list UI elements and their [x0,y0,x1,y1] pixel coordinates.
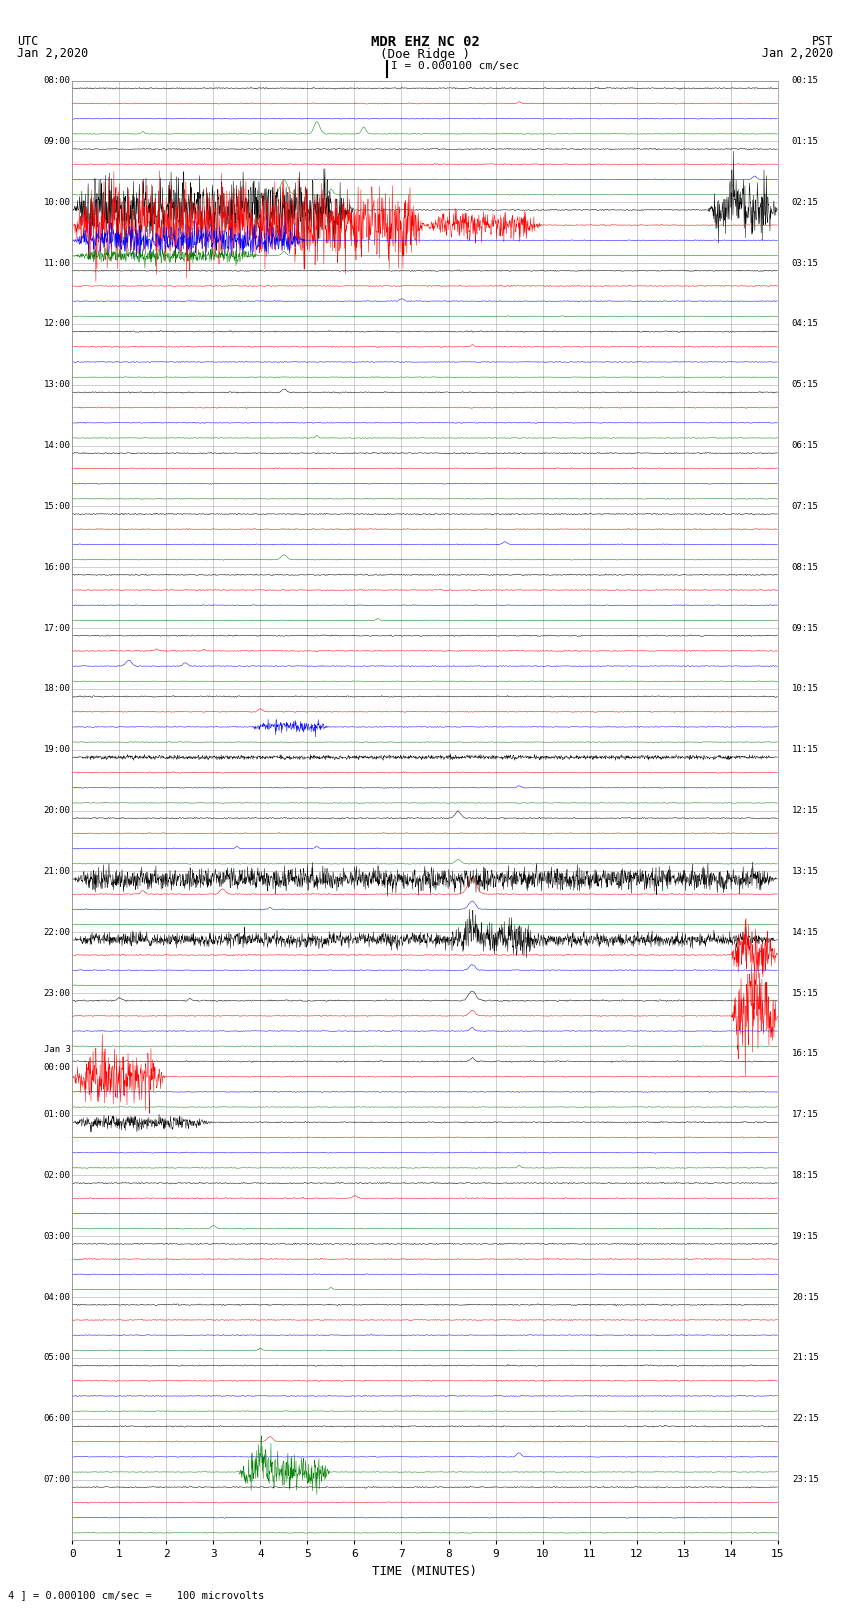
X-axis label: TIME (MINUTES): TIME (MINUTES) [372,1565,478,1578]
Text: 11:00: 11:00 [44,258,71,268]
Text: 07:00: 07:00 [44,1476,71,1484]
Text: Jan 3: Jan 3 [44,1045,71,1053]
Text: 01:15: 01:15 [792,137,819,145]
Text: 11:15: 11:15 [792,745,819,755]
Text: PST: PST [812,35,833,48]
Text: 19:00: 19:00 [44,745,71,755]
Text: 21:00: 21:00 [44,866,71,876]
Text: 14:15: 14:15 [792,927,819,937]
Text: 05:15: 05:15 [792,381,819,389]
Text: 23:00: 23:00 [44,989,71,997]
Text: (Doe Ridge ): (Doe Ridge ) [380,48,470,61]
Text: 05:00: 05:00 [44,1353,71,1363]
Text: 14:00: 14:00 [44,440,71,450]
Text: Jan 2,2020: Jan 2,2020 [17,47,88,60]
Text: 15:15: 15:15 [792,989,819,997]
Text: 13:00: 13:00 [44,381,71,389]
Text: 02:15: 02:15 [792,198,819,206]
Text: MDR EHZ NC 02: MDR EHZ NC 02 [371,35,479,50]
Text: 09:15: 09:15 [792,624,819,632]
Text: 18:00: 18:00 [44,684,71,694]
Text: 04:00: 04:00 [44,1292,71,1302]
Text: 02:00: 02:00 [44,1171,71,1181]
Text: 21:15: 21:15 [792,1353,819,1363]
Text: 20:00: 20:00 [44,806,71,815]
Text: 22:00: 22:00 [44,927,71,937]
Text: 10:00: 10:00 [44,198,71,206]
Text: 17:00: 17:00 [44,624,71,632]
Text: 23:15: 23:15 [792,1476,819,1484]
Text: 08:15: 08:15 [792,563,819,571]
Text: 18:15: 18:15 [792,1171,819,1181]
Text: 04:15: 04:15 [792,319,819,329]
Text: 03:00: 03:00 [44,1232,71,1240]
Text: 03:15: 03:15 [792,258,819,268]
Text: 09:00: 09:00 [44,137,71,145]
Text: 16:00: 16:00 [44,563,71,571]
Text: 12:15: 12:15 [792,806,819,815]
Text: 4 ] = 0.000100 cm/sec =    100 microvolts: 4 ] = 0.000100 cm/sec = 100 microvolts [8,1590,264,1600]
Text: 00:00: 00:00 [44,1063,71,1073]
Text: 00:15: 00:15 [792,76,819,85]
Text: 22:15: 22:15 [792,1415,819,1423]
Text: Jan 2,2020: Jan 2,2020 [762,47,833,60]
Text: 07:15: 07:15 [792,502,819,511]
Text: 08:00: 08:00 [44,76,71,85]
Text: 13:15: 13:15 [792,866,819,876]
Text: 16:15: 16:15 [792,1050,819,1058]
Text: 12:00: 12:00 [44,319,71,329]
Text: 19:15: 19:15 [792,1232,819,1240]
Text: 20:15: 20:15 [792,1292,819,1302]
Text: 06:15: 06:15 [792,440,819,450]
Text: 17:15: 17:15 [792,1110,819,1119]
Text: 06:00: 06:00 [44,1415,71,1423]
Text: 01:00: 01:00 [44,1110,71,1119]
Text: 15:00: 15:00 [44,502,71,511]
Text: 10:15: 10:15 [792,684,819,694]
Text: UTC: UTC [17,35,38,48]
Text: I = 0.000100 cm/sec: I = 0.000100 cm/sec [391,61,519,71]
